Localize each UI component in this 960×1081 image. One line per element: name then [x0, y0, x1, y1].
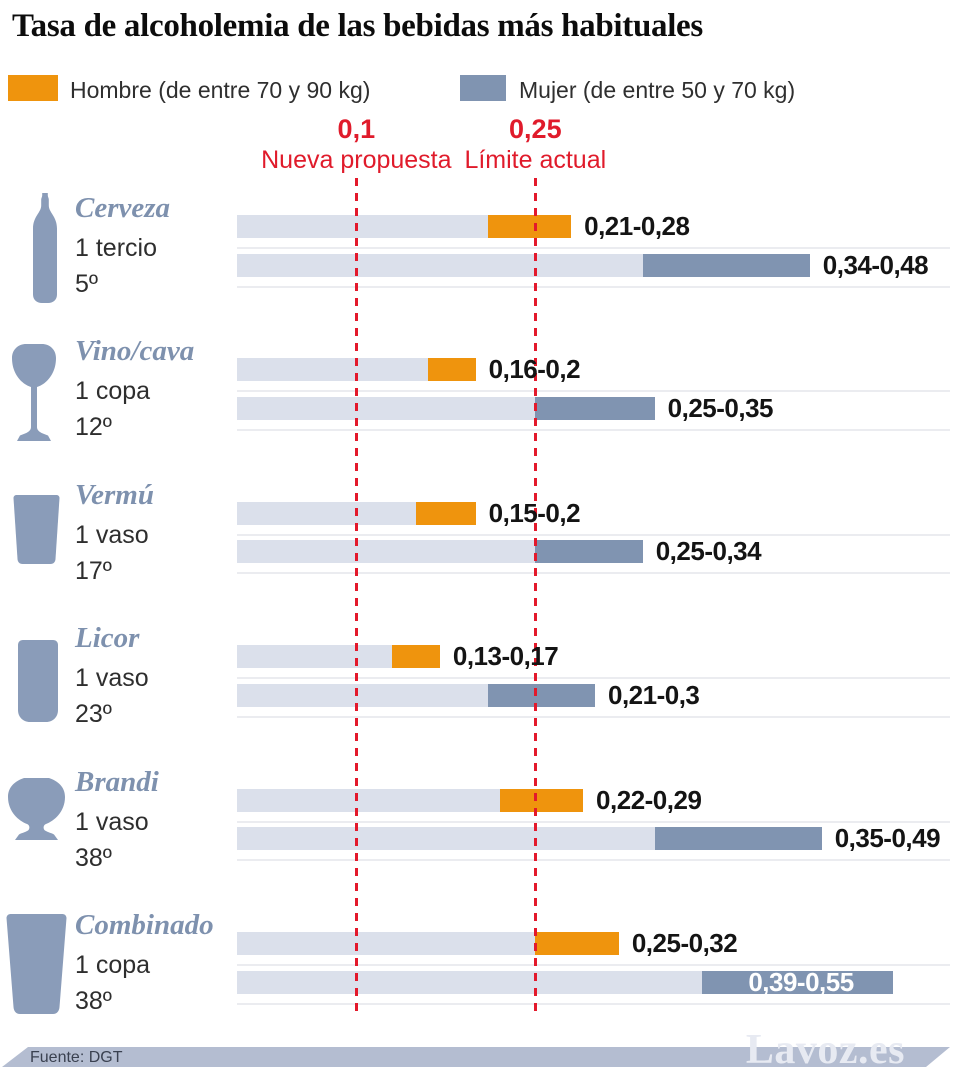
- bar-value-label-mujer: 0,34-0,48: [822, 249, 929, 280]
- source-label: Fuente: DGT: [30, 1049, 123, 1066]
- bar-value-label-mujer: 0,21-0,3: [607, 679, 700, 710]
- bar-range-mujer: [535, 540, 643, 564]
- drink-serving: 1 vaso: [75, 664, 149, 693]
- row-underline: [237, 677, 950, 680]
- drink-name: Licor: [75, 622, 140, 655]
- bar-range-mujer: [487, 683, 595, 707]
- row-underline: [237, 715, 950, 718]
- bar-value-label-hombre: 0,16-0,2: [488, 354, 581, 385]
- liquor-glass-icon: [18, 640, 58, 723]
- drink-strength: 12º: [75, 413, 112, 442]
- bar-range-hombre: [392, 645, 440, 669]
- bar-range-mujer: [702, 970, 894, 994]
- drink-serving: 1 copa: [75, 377, 151, 406]
- drink-name: Combinado: [75, 909, 214, 941]
- drink-strength: 38º: [75, 987, 112, 1015]
- bar-value-label-hombre: 0,21-0,28: [584, 211, 690, 241]
- threshold-value: 0,1: [337, 114, 376, 144]
- row-underline: [237, 859, 950, 862]
- vermouth-glass-icon: [10, 494, 63, 565]
- drink-name: Cerveza: [75, 192, 171, 224]
- bar-value-label-hombre: 0,22-0,29: [596, 784, 702, 815]
- bar-range-hombre: [535, 932, 619, 955]
- drink-strength: 23º: [75, 700, 112, 729]
- highball-glass-icon: [5, 914, 68, 1014]
- drink-strength: 5º: [75, 270, 99, 298]
- row-underline: [237, 428, 950, 431]
- row-underline: [237, 285, 950, 288]
- brand-logo: Lavoz.es: [745, 1027, 905, 1073]
- threshold-label: Nueva propuesta: [261, 146, 452, 174]
- bar-range-hombre: [427, 358, 476, 382]
- drink-name: Brandi: [75, 765, 159, 798]
- row-underline: [237, 964, 950, 966]
- bar-value-label-hombre: 0,13-0,17: [452, 641, 559, 672]
- drink-serving: 1 tercio: [75, 234, 157, 262]
- row-underline: [237, 572, 950, 575]
- row-underline: [237, 820, 950, 823]
- drink-name: Vino/cava: [75, 335, 195, 368]
- legend-label-hombre: Hombre (de entre 70 y 90 kg): [70, 77, 371, 103]
- page-title: Tasa de alcoholemia de las bebidas más h…: [12, 8, 703, 44]
- bar-value-label-mujer: 0,39-0,55: [748, 966, 854, 997]
- drink-serving: 1 copa: [75, 951, 151, 979]
- drink-strength: 17º: [75, 556, 112, 585]
- row-underline: [237, 390, 950, 393]
- drink-strength: 38º: [75, 843, 112, 872]
- bar-value-label-mujer: 0,25-0,35: [667, 392, 774, 423]
- bar-range-hombre: [499, 788, 584, 812]
- drink-serving: 1 vaso: [75, 807, 149, 836]
- bar-track-hombre: [237, 932, 619, 955]
- beer-bottle-icon: [33, 193, 57, 303]
- row-underline: [237, 1002, 950, 1005]
- bar-value-label-hombre: 0,15-0,2: [488, 497, 581, 528]
- bar-range-mujer: [642, 253, 810, 277]
- footer-strip: [2, 1047, 950, 1067]
- bar-value-label-mujer: 0,35-0,49: [834, 823, 941, 854]
- bar-range-hombre: [487, 215, 572, 238]
- reference-line: [354, 178, 358, 1016]
- wine-glass-icon: [10, 342, 58, 448]
- legend-swatch-mujer: [460, 75, 506, 101]
- threshold-value: 0,25: [509, 114, 562, 144]
- legend-swatch-hombre: [8, 75, 58, 101]
- bar-range-mujer: [654, 827, 822, 851]
- row-underline: [237, 533, 950, 536]
- threshold-label: Límite actual: [464, 146, 607, 174]
- bar-range-mujer: [535, 396, 655, 420]
- row-underline: [237, 247, 950, 249]
- drink-name: Vermú: [75, 478, 154, 511]
- legend-label-mujer: Mujer (de entre 50 y 70 kg): [519, 77, 796, 103]
- bar-value-label-hombre: 0,25-0,32: [631, 928, 738, 958]
- drink-serving: 1 vaso: [75, 520, 149, 549]
- reference-line: [533, 178, 537, 1016]
- brandy-snifter-icon: [8, 777, 65, 864]
- bar-track-hombre: [237, 788, 584, 812]
- bar-range-hombre: [415, 501, 476, 525]
- bar-track-hombre: [237, 645, 440, 669]
- bar-value-label-mujer: 0,25-0,34: [655, 536, 762, 567]
